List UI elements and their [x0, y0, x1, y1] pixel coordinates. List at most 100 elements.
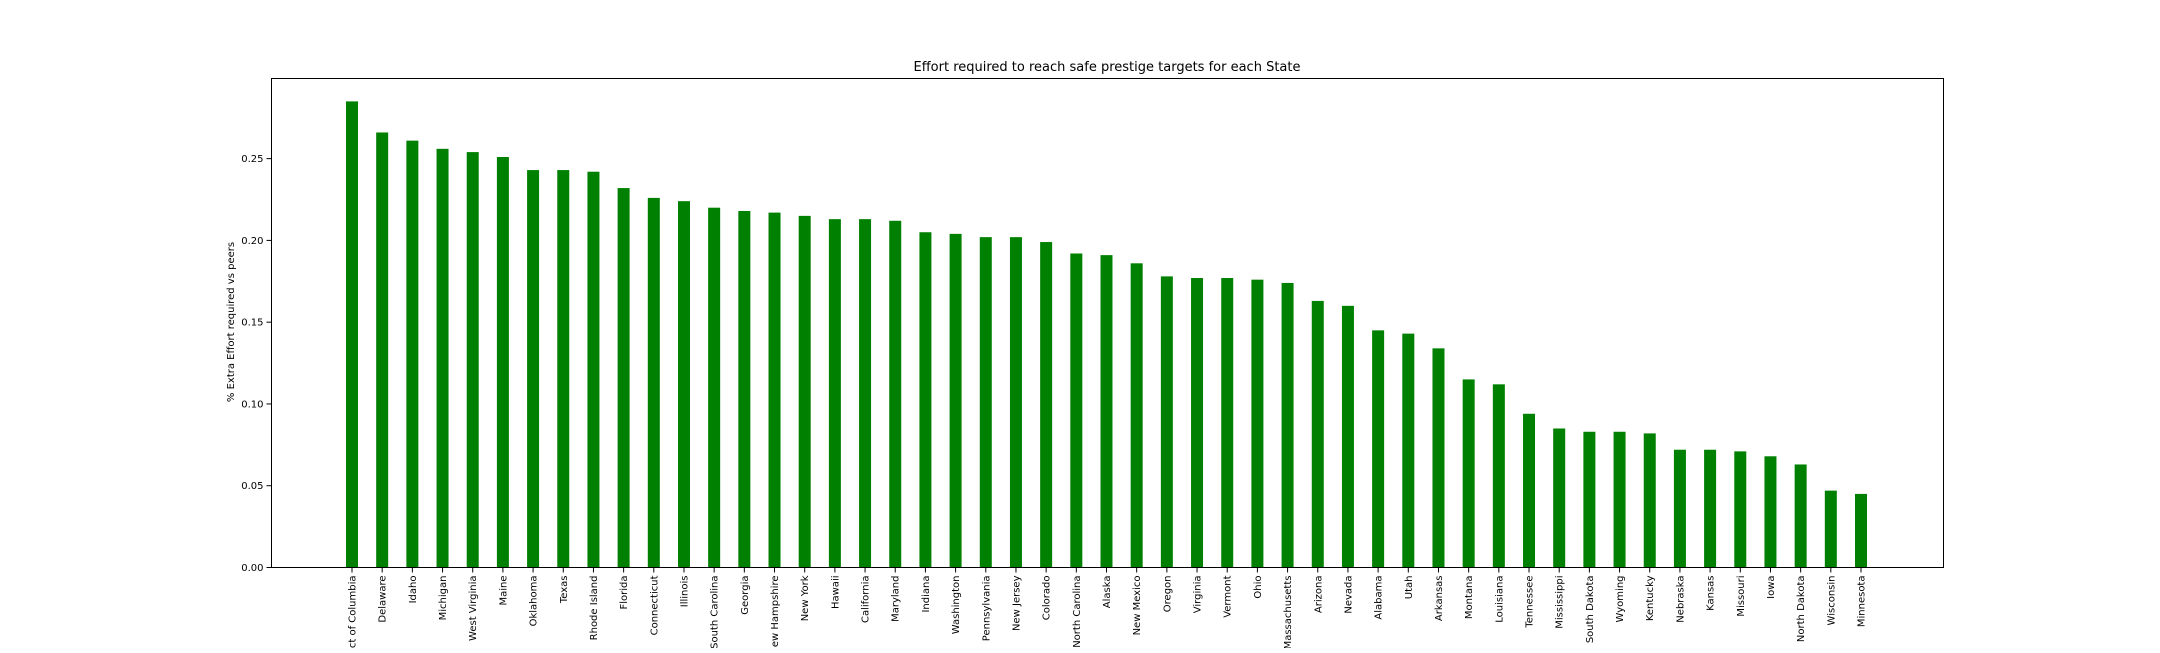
x-tick-label: Arizona [1313, 576, 1324, 614]
x-tick-label: Alabama [1374, 576, 1385, 620]
x-tick-label: Idaho [408, 576, 419, 604]
x-tick-label: Arkansas [1434, 576, 1445, 622]
bar [1583, 431, 1596, 568]
bar [1341, 305, 1354, 568]
x-tick-label: Mississippi [1555, 576, 1566, 629]
bar [557, 170, 570, 568]
x-tick-label: Tennessee [1525, 576, 1536, 629]
x-tick-label: Vermont [1223, 575, 1234, 617]
bar [1432, 348, 1445, 568]
bar [979, 237, 992, 568]
x-tick-label: Delaware [378, 576, 389, 623]
bar [406, 140, 419, 568]
y-tick-label: 0.10 [241, 399, 263, 410]
bar [1160, 276, 1173, 568]
x-tick-label: Nevada [1343, 576, 1354, 614]
chart-title: Effort required to reach safe prestige t… [914, 60, 1301, 75]
x-tick-label: Hawaii [830, 576, 841, 610]
bar [738, 210, 751, 568]
bar [1643, 433, 1656, 568]
x-tick-label: District of Columbia [348, 576, 359, 649]
bar [1100, 255, 1113, 568]
x-tick-label: South Dakota [1585, 576, 1596, 644]
x-tick-label: South Carolina [710, 576, 721, 649]
x-tick-label: Alaska [1102, 576, 1113, 609]
bar [1402, 333, 1415, 568]
x-tick-label: Pennsylvania [981, 576, 992, 642]
bar [436, 148, 449, 568]
bar [1734, 451, 1747, 568]
x-tick-label: Maryland [891, 576, 902, 622]
x-tick-label: North Dakota [1796, 576, 1807, 643]
x-tick-label: Kansas [1706, 576, 1717, 611]
bar [1673, 449, 1686, 568]
bar [587, 171, 600, 568]
bar [1281, 282, 1294, 568]
y-tick-label: 0.05 [241, 481, 263, 492]
plot-frame [271, 78, 1944, 568]
bar [1824, 490, 1837, 568]
x-tick-label: Missouri [1736, 576, 1747, 617]
bar [496, 157, 509, 568]
x-tick-label: Ohio [1253, 576, 1264, 599]
bar [859, 219, 872, 568]
bar [1372, 330, 1385, 568]
bar [647, 197, 660, 568]
y-tick-label: 0.15 [241, 318, 263, 329]
bar [1492, 384, 1505, 568]
bar [708, 207, 721, 568]
bar [949, 233, 962, 568]
x-tick-label: Indiana [921, 576, 932, 613]
x-tick-label: Virginia [1193, 576, 1204, 614]
y-axis-ticks: 0.00 0.05 0.10 0.15 0.20 0.25 [241, 154, 272, 574]
x-tick-label: Iowa [1766, 576, 1777, 599]
x-tick-label: Colorado [1042, 576, 1053, 621]
x-tick-label: Rhode Island [589, 576, 600, 641]
y-axis-label: % Extra Effort required vs peers [226, 242, 237, 402]
bars [346, 101, 1867, 568]
x-tick-label: Nebraska [1675, 576, 1686, 623]
bar [828, 219, 841, 568]
y-tick-label: 0.25 [241, 154, 263, 165]
x-tick-label: Georgia [740, 576, 751, 615]
bar [919, 232, 932, 568]
x-tick-label: Kentucky [1645, 575, 1656, 621]
bar [1009, 237, 1022, 568]
x-axis-tick-labels: District of Columbia Delaware Idaho Michiga… [348, 567, 1868, 653]
bar [1251, 279, 1264, 568]
bar [889, 220, 902, 568]
bar [1704, 449, 1717, 568]
x-tick-label: Michigan [438, 576, 449, 621]
x-tick-label: Montana [1464, 576, 1475, 620]
x-tick-label: Minnesota [1857, 576, 1868, 628]
x-tick-label: California [861, 576, 872, 624]
bar [1462, 379, 1475, 568]
bar [1855, 493, 1867, 568]
bar [1221, 278, 1234, 568]
bar [798, 215, 811, 568]
bar [1130, 263, 1143, 568]
x-tick-label: Oregon [1162, 576, 1173, 613]
x-tick-label: Connecticut [649, 575, 660, 635]
bar [1070, 253, 1083, 568]
bar [1764, 456, 1777, 568]
x-tick-label: New Jersey [1011, 575, 1022, 631]
x-tick-label: Washington [951, 576, 962, 635]
x-tick-label: Wyoming [1615, 576, 1626, 623]
bar [1311, 300, 1324, 568]
bar [1613, 431, 1626, 568]
bar [527, 170, 540, 568]
bar [1191, 278, 1204, 568]
bar [466, 152, 479, 568]
x-tick-label: Florida [619, 576, 630, 610]
bar [1523, 413, 1536, 568]
bar [768, 212, 781, 568]
bar [1794, 464, 1807, 568]
bar [376, 132, 389, 568]
y-tick-label: 0.20 [241, 236, 263, 247]
x-tick-label: North Carolina [1072, 576, 1083, 648]
x-tick-label: Massachusetts [1283, 576, 1294, 649]
bar [677, 201, 690, 568]
bar [617, 188, 630, 568]
